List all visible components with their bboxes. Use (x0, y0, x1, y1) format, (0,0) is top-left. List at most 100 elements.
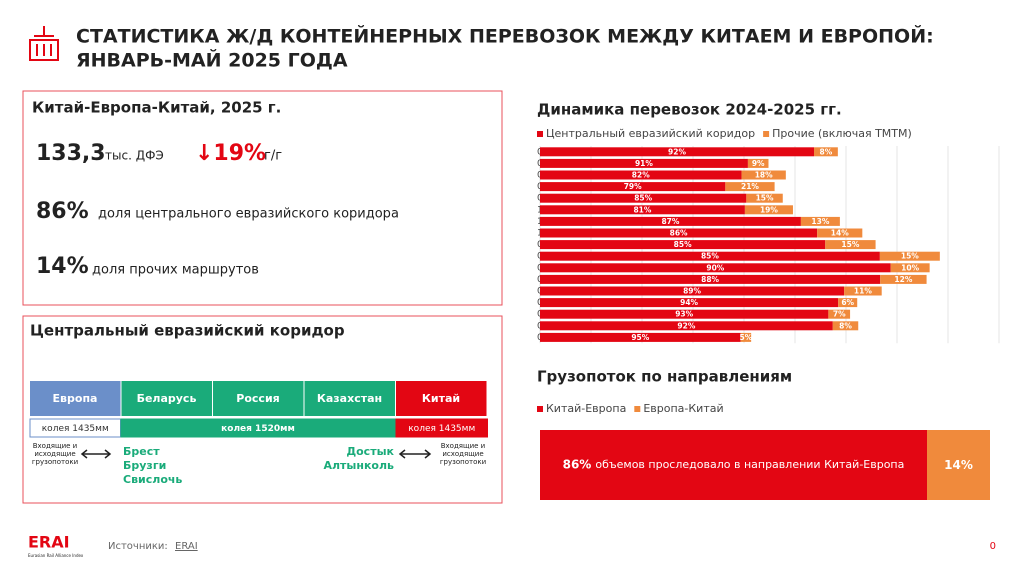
value-label: 79% (624, 182, 642, 191)
value-label: 18% (755, 171, 773, 180)
bar-caption: объемов проследовало в направлении Китай… (595, 458, 904, 471)
bar-segment (540, 332, 741, 342)
central-share: 86% (36, 199, 89, 224)
other-share: 14% (36, 254, 89, 279)
gauge-label: колея 1435мм (408, 424, 475, 434)
note: исходящие (34, 450, 75, 458)
bar-segment (540, 193, 747, 203)
corridor-diagram: Европа Беларусь Россия Казахстан Китай колея … (29, 381, 488, 486)
crossing: Достык (346, 445, 394, 458)
country-cell (304, 381, 395, 416)
crossing: Свислочь (123, 473, 182, 486)
bar-segment (540, 182, 726, 192)
note: исходящие (442, 450, 483, 458)
value-label: 14% (831, 229, 849, 238)
value-label: 91% (635, 159, 653, 168)
value-label: 94% (680, 298, 698, 307)
chart-title: Динамика перевозок 2024-2025 гг. (537, 101, 842, 119)
value-label: 19% (760, 205, 778, 214)
note: Входящие и (33, 442, 78, 450)
legend-swatch (537, 131, 543, 137)
value-label: 15% (841, 240, 859, 249)
container-icon (29, 26, 59, 61)
bar-segment (844, 286, 882, 296)
bar-segment (832, 321, 859, 331)
change: ↓19% (195, 141, 266, 166)
bar-segment (890, 263, 930, 273)
value-label: 12% (894, 275, 912, 284)
bar-segment (540, 158, 748, 168)
chart-title: Грузопоток по направлениям (537, 368, 792, 386)
value-label: 21% (741, 182, 759, 191)
source-link[interactable]: ERAI (175, 541, 198, 552)
gauge-cell (395, 418, 488, 438)
value-label: 9% (752, 159, 765, 168)
logo: ERAI (28, 533, 70, 552)
bar-segment (879, 251, 940, 261)
legend-swatch (634, 406, 641, 412)
logo-sub: Eurasian Rail Alliance Index (28, 553, 84, 558)
bar-segment (740, 332, 752, 342)
volume-unit: тыс. ДФЭ (105, 149, 164, 163)
bar-segment (747, 158, 769, 168)
bar-segment (825, 240, 876, 250)
summary-title: Китай-Европа-Китай, 2025 г. (32, 99, 281, 117)
value-label: 8% (839, 321, 852, 330)
legend-swatch (763, 131, 770, 137)
title: ЯНВАРЬ-МАЙ 2025 ГОДА (76, 49, 348, 72)
bar-segment (744, 205, 793, 215)
value-label: 82% (632, 171, 650, 180)
value-label: 85% (634, 194, 652, 203)
country-cell (121, 381, 212, 416)
value-label: 5% (739, 333, 752, 342)
value-label: 14% (944, 458, 973, 472)
value-label: 95% (631, 333, 649, 342)
value-label: 11% (854, 287, 872, 296)
country-cell (213, 381, 304, 416)
bar-segment (828, 309, 851, 319)
value-label: 15% (756, 194, 774, 203)
value-label: 89% (683, 287, 701, 296)
legend-label: Центральный евразийский коридор (546, 127, 755, 140)
crossing: Брест (123, 445, 160, 458)
note: грузопотоки (32, 458, 78, 466)
note: грузопотоки (440, 458, 486, 466)
country-cell (30, 381, 121, 416)
value-label: 92% (668, 147, 686, 156)
gauge-label: колея 1520мм (221, 424, 295, 434)
crossing: Алтынколь (323, 459, 394, 472)
corridor-title: Центральный евразийский коридор (30, 322, 345, 340)
value-label: 6% (841, 298, 854, 307)
legend-swatch (537, 406, 543, 412)
bar-segment (741, 170, 786, 180)
bar-segment (746, 193, 783, 203)
bar-segment (540, 321, 833, 331)
value-label: 93% (675, 310, 693, 319)
source-label: Источники: (108, 541, 168, 552)
note: Входящие и (441, 442, 486, 450)
value-label: 86% (670, 229, 688, 238)
value-label: 92% (677, 321, 695, 330)
legend-label: Европа-Китай (643, 402, 723, 415)
bar-segment (814, 147, 838, 157)
bar-segment (540, 147, 815, 157)
crossing: Брузги (123, 459, 166, 472)
value-label: 8% (820, 147, 833, 156)
page-number: 0 (990, 541, 996, 552)
legend-label: Прочие (включая ТМТМ) (772, 127, 912, 140)
value-label: 13% (811, 217, 829, 226)
title: СТАТИСТИКА Ж/Д КОНТЕЙНЕРНЫХ ПЕРЕВОЗОК МЕ… (76, 25, 934, 48)
legend-label: Китай-Европа (546, 402, 626, 415)
arrow-head (398, 449, 432, 459)
value-label: 87% (661, 217, 679, 226)
country-label: Китай (422, 392, 460, 405)
value-label: 7% (833, 310, 846, 319)
value-label: 85% (674, 240, 692, 249)
value-label: 10% (901, 263, 919, 272)
value-label: 81% (633, 205, 651, 214)
corridor-box (22, 315, 503, 504)
country-label: Казахстан (317, 392, 382, 405)
bar-segment (540, 240, 826, 250)
value-label: 88% (701, 275, 719, 284)
